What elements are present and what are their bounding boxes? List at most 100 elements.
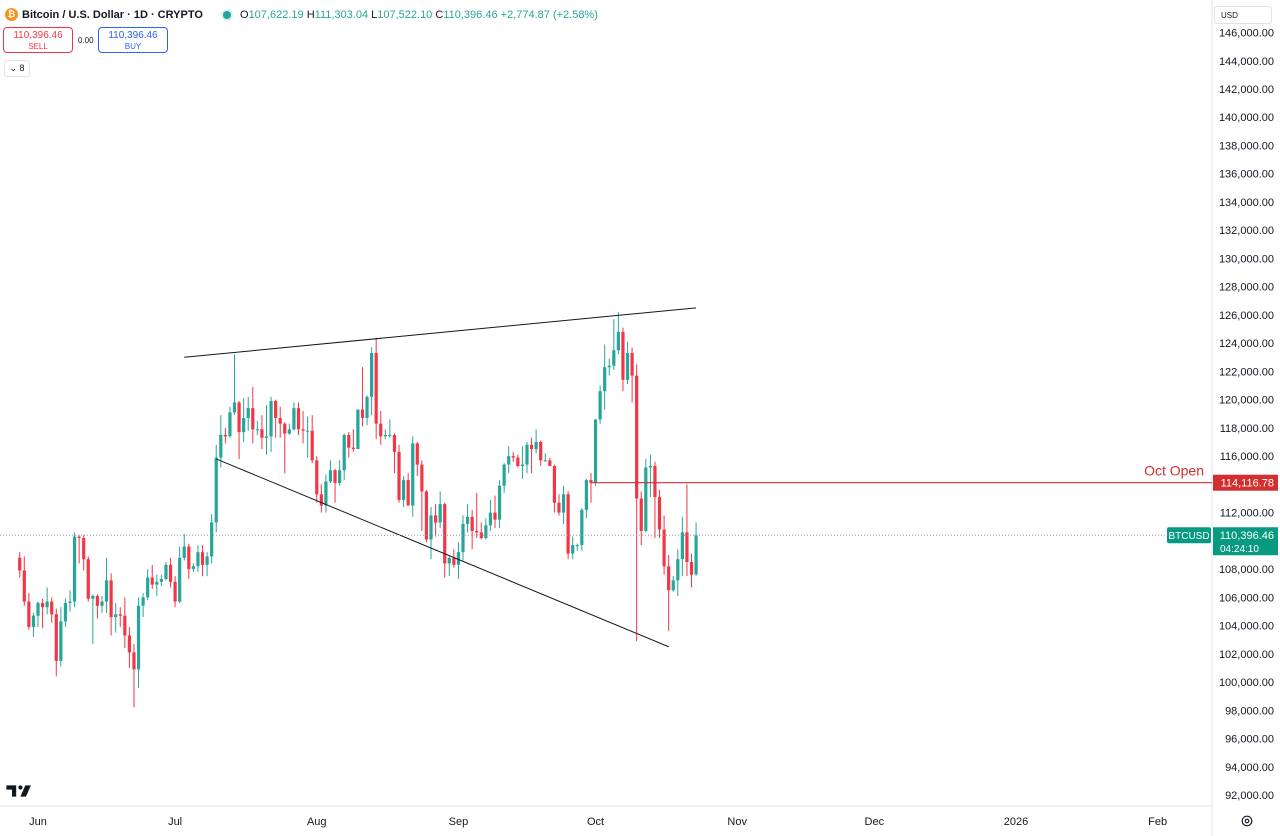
candle-body [552,466,557,503]
candle-body [433,515,438,523]
candle [324,474,328,513]
symbol-tag [1167,527,1211,544]
candle [104,557,109,613]
price-tick-label: 130,000.00 [1219,253,1274,265]
trendline-upper-resistance[interactable] [184,307,697,358]
candle-body [383,434,387,437]
candle-body [470,516,474,531]
candle-body [301,429,305,431]
candle-body [342,434,346,471]
sell-button[interactable]: 110,396.46 SELL [3,27,73,53]
trendline-lower-support[interactable] [216,458,669,648]
currency-select[interactable]: USD [1214,6,1272,24]
candles [18,312,698,708]
price-axis[interactable]: 92,000.00 94,000.00 96,000.00 98,000.00 100,… [1219,28,1274,802]
candle [411,436,415,517]
spread-value: 0.00 [78,36,94,45]
candle [689,553,694,588]
candle-body [100,601,104,606]
candle [182,533,186,561]
price-tick-label: 96,000.00 [1225,734,1274,746]
candle [635,364,639,642]
ohlc-open-value: 107,622.19 [248,9,304,21]
price-tick-label: 104,000.00 [1219,621,1274,633]
candle [351,429,355,452]
candle [242,398,246,442]
buy-price: 110,396.46 [108,30,158,41]
candle [31,612,36,637]
candle [228,406,232,438]
indicators-toggle-button[interactable]: ⌄ 8 [4,60,30,77]
candle-body [146,577,150,598]
candle-body [580,509,584,546]
time-tick-label: Jun [29,816,47,828]
candle [292,402,296,431]
ohlc-readout: O107,622.19 H111,303.04 L107,522.10 C110… [240,9,598,21]
candle-body [520,464,525,467]
candle-body [306,430,310,432]
candle [475,492,479,539]
candle [319,484,323,513]
candle-body [319,494,323,506]
oct-open-price-text: 114,116.78 [1221,478,1274,490]
candle [420,460,424,531]
time-axis[interactable]: Jun Jul Aug Sep Oct Nov Dec 2026 Feb [29,816,1167,828]
candle-body [484,525,488,539]
candle [452,549,456,568]
price-tick-label: 120,000.00 [1219,395,1274,407]
chevron-down-icon: ⌄ [9,63,17,73]
price-tick-label: 134,000.00 [1219,197,1274,209]
candle [621,327,625,392]
candle [296,402,301,435]
candle-body [525,444,529,465]
candle [694,522,698,576]
candle-body [370,353,374,397]
candle-body [589,480,593,483]
candle-body [287,429,291,434]
candle [397,444,401,503]
candle [214,444,218,533]
price-tick-label: 112,000.00 [1220,508,1274,520]
candle [127,626,131,668]
tradingview-logo-icon[interactable] [6,784,32,798]
candle-body [575,545,579,547]
drawings[interactable]: Oct Open [0,307,1212,648]
candle-body [685,532,689,563]
candle-body [603,367,607,392]
candle [50,597,54,623]
price-tick-label: 108,000.00 [1219,564,1274,576]
candle [365,395,369,426]
price-tick-label: 142,000.00 [1219,84,1274,96]
candle [27,593,31,630]
candle-body [54,614,58,661]
price-tick-label: 116,000.00 [1220,451,1274,463]
candle-body [612,350,616,366]
candle [374,337,378,440]
price-tick-label: 92,000.00 [1225,790,1274,802]
candle [561,485,566,524]
buy-button[interactable]: 110,396.46 BUY [98,27,168,53]
candle-body [671,580,675,591]
candle [219,415,223,468]
candle-body [644,467,648,531]
candle-body [598,391,602,420]
candle-body [447,557,451,564]
candle-body [251,408,255,430]
candle-body [283,423,287,434]
symbol-title[interactable]: Bitcoin / U.S. Dollar · 1D · CRYPTO [22,9,203,21]
candle-body [40,602,45,608]
candle [406,473,410,506]
candle [164,562,168,581]
candle-body [72,536,77,602]
candle-body [232,402,237,413]
price-tick-label: 128,000.00 [1219,282,1274,294]
candle-body [50,601,54,615]
candle [648,454,652,498]
candle [566,491,570,560]
candle [534,429,538,454]
candle-body [411,443,415,506]
settings-icon[interactable] [1240,814,1254,828]
candle [616,312,620,355]
candle [301,410,305,444]
